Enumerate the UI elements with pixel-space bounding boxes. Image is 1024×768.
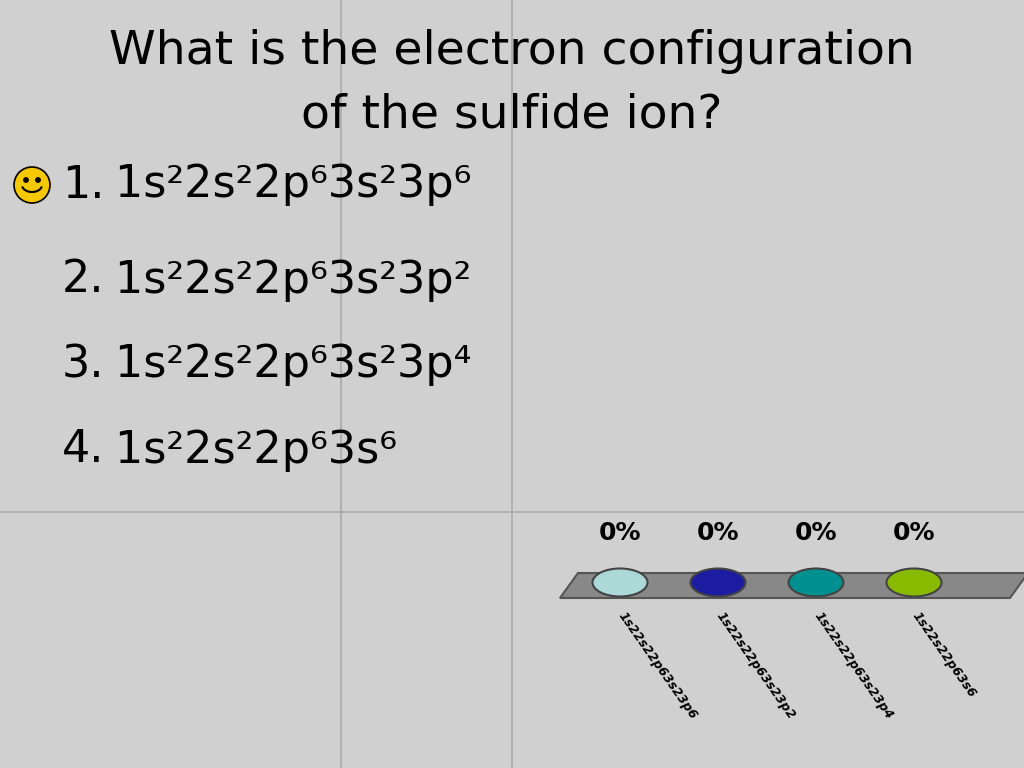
Text: 0%: 0% xyxy=(893,521,935,545)
Text: 1s²2s²2p⁶​3s²3p⁶: 1s²2s²2p⁶​3s²3p⁶ xyxy=(115,164,471,207)
Text: 1s22s22p63s6: 1s22s22p63s6 xyxy=(909,610,978,700)
Text: 1s22s22p63s23p2: 1s22s22p63s23p2 xyxy=(713,610,797,723)
Ellipse shape xyxy=(788,568,844,597)
Text: 0%: 0% xyxy=(795,521,838,545)
Text: 1s22s22p63s23p4: 1s22s22p63s23p4 xyxy=(811,610,895,723)
Ellipse shape xyxy=(690,568,745,597)
Text: 0%: 0% xyxy=(599,521,641,545)
Text: 0%: 0% xyxy=(696,521,739,545)
Polygon shape xyxy=(560,573,1024,598)
Text: 2.: 2. xyxy=(62,259,104,302)
Text: What is the electron configuration: What is the electron configuration xyxy=(110,29,914,74)
Text: 4.: 4. xyxy=(62,429,104,472)
Text: 1s²2s²2p⁶​3s²3p²: 1s²2s²2p⁶​3s²3p² xyxy=(115,259,471,302)
Text: 1s22s22p63s23p6: 1s22s22p63s23p6 xyxy=(615,610,699,723)
Text: 1s²2s²2p⁶​3s⁶: 1s²2s²2p⁶​3s⁶ xyxy=(115,429,397,472)
Ellipse shape xyxy=(593,568,647,597)
Text: 1.: 1. xyxy=(62,164,104,207)
Text: 1s²2s²2p⁶​3s²3p⁴: 1s²2s²2p⁶​3s²3p⁴ xyxy=(115,343,471,386)
Circle shape xyxy=(24,178,29,182)
Text: of the sulfide ion?: of the sulfide ion? xyxy=(301,92,723,137)
Circle shape xyxy=(14,167,50,203)
Ellipse shape xyxy=(887,568,941,597)
Circle shape xyxy=(36,178,40,182)
Text: 3.: 3. xyxy=(62,343,104,386)
